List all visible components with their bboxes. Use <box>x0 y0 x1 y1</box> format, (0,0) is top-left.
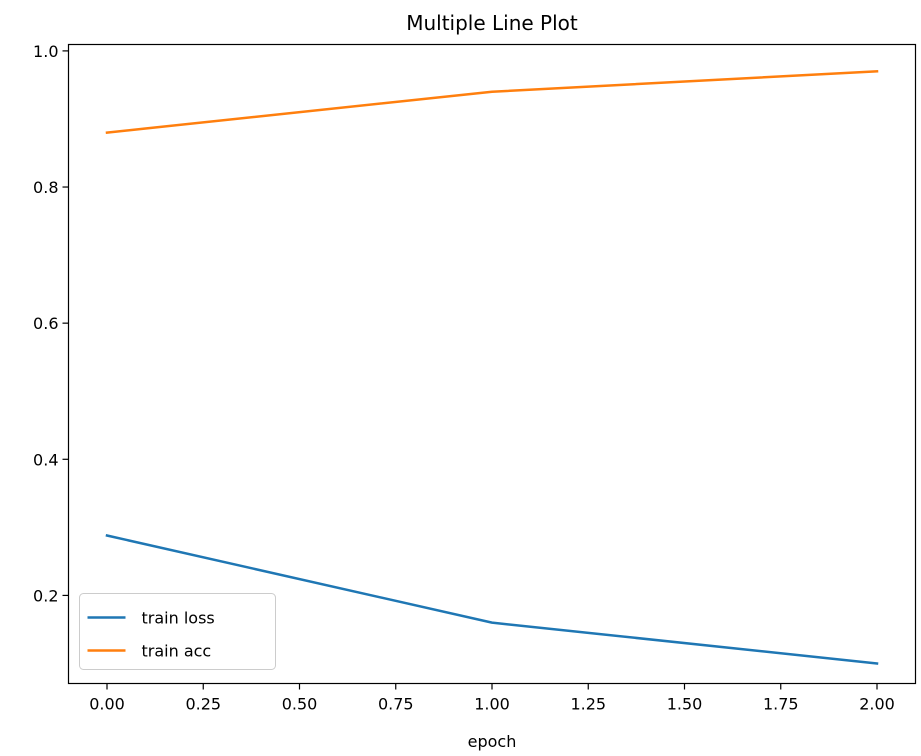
y-tick-label: 0.4 <box>33 450 58 469</box>
y-axis-ticks: 0.2 0.4 0.6 0.8 1.0 <box>33 42 69 605</box>
x-tick-label: 0.75 <box>378 695 414 714</box>
y-tick-label: 0.8 <box>33 178 58 197</box>
legend-label: train acc <box>142 642 212 661</box>
x-tick-label: 2.00 <box>859 695 895 714</box>
x-tick-label: 1.00 <box>474 695 510 714</box>
x-tick-label: 0.50 <box>282 695 318 714</box>
x-tick-label: 0.25 <box>185 695 221 714</box>
x-tick-label: 1.25 <box>570 695 606 714</box>
x-tick-label: 0.00 <box>89 695 125 714</box>
chart-title: Multiple Line Plot <box>406 11 578 35</box>
legend-label: train loss <box>142 609 215 628</box>
y-tick-label: 0.6 <box>33 314 58 333</box>
y-tick-label: 1.0 <box>33 42 58 61</box>
x-tick-label: 1.50 <box>667 695 703 714</box>
legend: train loss train acc <box>79 593 276 670</box>
series-line-train-acc <box>105 70 879 134</box>
x-axis-label: epoch <box>468 732 517 751</box>
legend-box <box>79 593 276 670</box>
x-tick-label: 1.75 <box>763 695 799 714</box>
plot-area-frame <box>67 43 917 685</box>
x-axis-ticks: 0.00 0.25 0.50 0.75 1.00 1.25 1.50 1.75 2.00 <box>89 683 895 714</box>
y-tick-label: 0.2 <box>33 586 58 605</box>
series-lines <box>105 70 879 665</box>
